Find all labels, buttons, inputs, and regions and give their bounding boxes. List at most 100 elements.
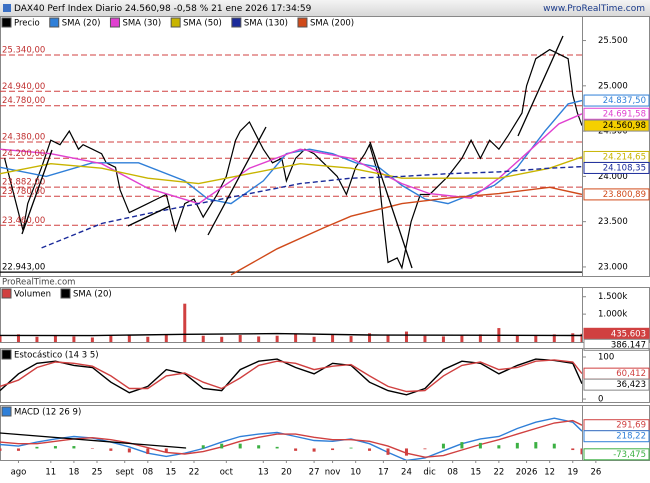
legend-swatch — [297, 17, 308, 28]
bar — [72, 446, 76, 449]
bar — [257, 336, 261, 342]
header-icon — [3, 4, 11, 12]
value-box-label: 23.800,89 — [603, 190, 646, 200]
header-title: DAX40 Perf Index Diario 24.560,98 -0,58 … — [14, 4, 312, 14]
bar — [0, 448, 2, 451]
value-box-label: 24.214,65 — [603, 152, 646, 162]
x-tick-label: 11 — [45, 468, 56, 478]
bar — [90, 448, 94, 449]
bar — [571, 448, 575, 451]
y-tick-label: 24.000 — [598, 172, 628, 182]
bar — [441, 443, 445, 449]
value-box — [583, 378, 650, 391]
level-label: 24.940,00 — [2, 82, 45, 92]
series-line — [0, 417, 582, 460]
bar — [386, 448, 390, 455]
legend-swatch — [1, 349, 12, 360]
legend-swatch — [231, 17, 242, 28]
bar — [53, 446, 57, 449]
x-tick-label: 24 — [401, 468, 412, 478]
bar — [460, 335, 464, 342]
value-box-label: 386.147 — [611, 340, 646, 350]
series-line — [0, 419, 582, 458]
bar — [146, 448, 150, 455]
bar — [423, 448, 427, 450]
x-tick-label: 15 — [470, 468, 481, 478]
panel-frame — [0, 405, 650, 461]
bar — [349, 447, 353, 449]
legend-swatch — [1, 17, 12, 28]
bar — [478, 442, 482, 449]
x-tick-label: 08 — [142, 468, 153, 478]
header-site[interactable]: www.ProRealTime.com — [543, 4, 645, 14]
bar — [201, 335, 205, 342]
y-tick-label: 24.500 — [598, 127, 628, 137]
bar — [534, 335, 538, 342]
bar — [331, 335, 335, 342]
trend-line — [207, 126, 267, 236]
legend-swatch — [170, 17, 181, 28]
bar — [478, 334, 482, 342]
bar — [275, 335, 279, 342]
legend-label: SMA (130) — [244, 19, 288, 29]
bar — [238, 335, 242, 342]
value-box-label: 435.603 — [611, 329, 646, 339]
legend-swatch — [109, 17, 120, 28]
bar — [16, 448, 20, 451]
bar — [552, 443, 556, 449]
bar — [53, 335, 57, 342]
bar — [460, 442, 464, 449]
legend-label: SMA (50) — [183, 19, 222, 29]
source-label: ProRealTime.com — [2, 278, 75, 288]
value-box — [583, 161, 650, 174]
y-tick-label: 1.500k — [598, 292, 627, 302]
bar — [497, 445, 501, 449]
floor-label: 22.943,00 — [2, 263, 45, 273]
bar — [127, 448, 131, 453]
y-tick-label: 1.000k — [598, 310, 627, 320]
y-tick-label: 0 — [598, 395, 603, 405]
bar — [72, 336, 76, 342]
legend-label: Volumen — [14, 290, 51, 300]
level-label: 23.780,00 — [2, 187, 45, 197]
x-tick-label: 08 — [447, 468, 458, 478]
value-box — [583, 448, 650, 461]
x-tick-label: 25 — [92, 468, 103, 478]
bar — [515, 335, 519, 342]
x-tick-label: sept — [116, 468, 135, 478]
bar — [312, 448, 316, 452]
trend-line — [127, 205, 171, 227]
plot-area — [0, 303, 582, 342]
bar — [220, 336, 224, 342]
x-tick-label: 26 — [590, 468, 601, 478]
bar — [220, 443, 224, 449]
bar — [257, 445, 261, 449]
y-tick-label: 100 — [598, 352, 614, 362]
value-box-label: 24.837,50 — [603, 96, 646, 106]
series-line — [0, 359, 582, 393]
series-line — [230, 186, 582, 276]
bar — [441, 336, 445, 342]
bar — [294, 448, 298, 451]
series-line — [0, 358, 582, 396]
bar — [294, 334, 298, 342]
legend-label: SMA (20) — [62, 19, 101, 29]
x-tick-label: 22 — [493, 468, 504, 478]
level-label: 24.200,00 — [2, 149, 45, 159]
value-box — [583, 107, 650, 120]
level-label: 23.882,00 — [2, 178, 45, 188]
trend-line — [0, 432, 187, 449]
value-box-label: 218,22 — [616, 432, 646, 442]
bar — [386, 335, 390, 342]
y-tick-label: 23.500 — [598, 217, 628, 227]
level-label: 24.380,00 — [2, 132, 45, 142]
bar — [109, 448, 113, 451]
legend-label: Estocástico (14 3 5) — [14, 351, 99, 361]
level-label: 23.460,00 — [2, 216, 45, 226]
series-line — [0, 156, 582, 185]
value-box — [583, 94, 650, 107]
bar — [275, 446, 279, 449]
y-tick-label: 25.000 — [598, 81, 628, 91]
bar — [164, 448, 168, 453]
value-box-label: -73,475 — [613, 450, 646, 460]
